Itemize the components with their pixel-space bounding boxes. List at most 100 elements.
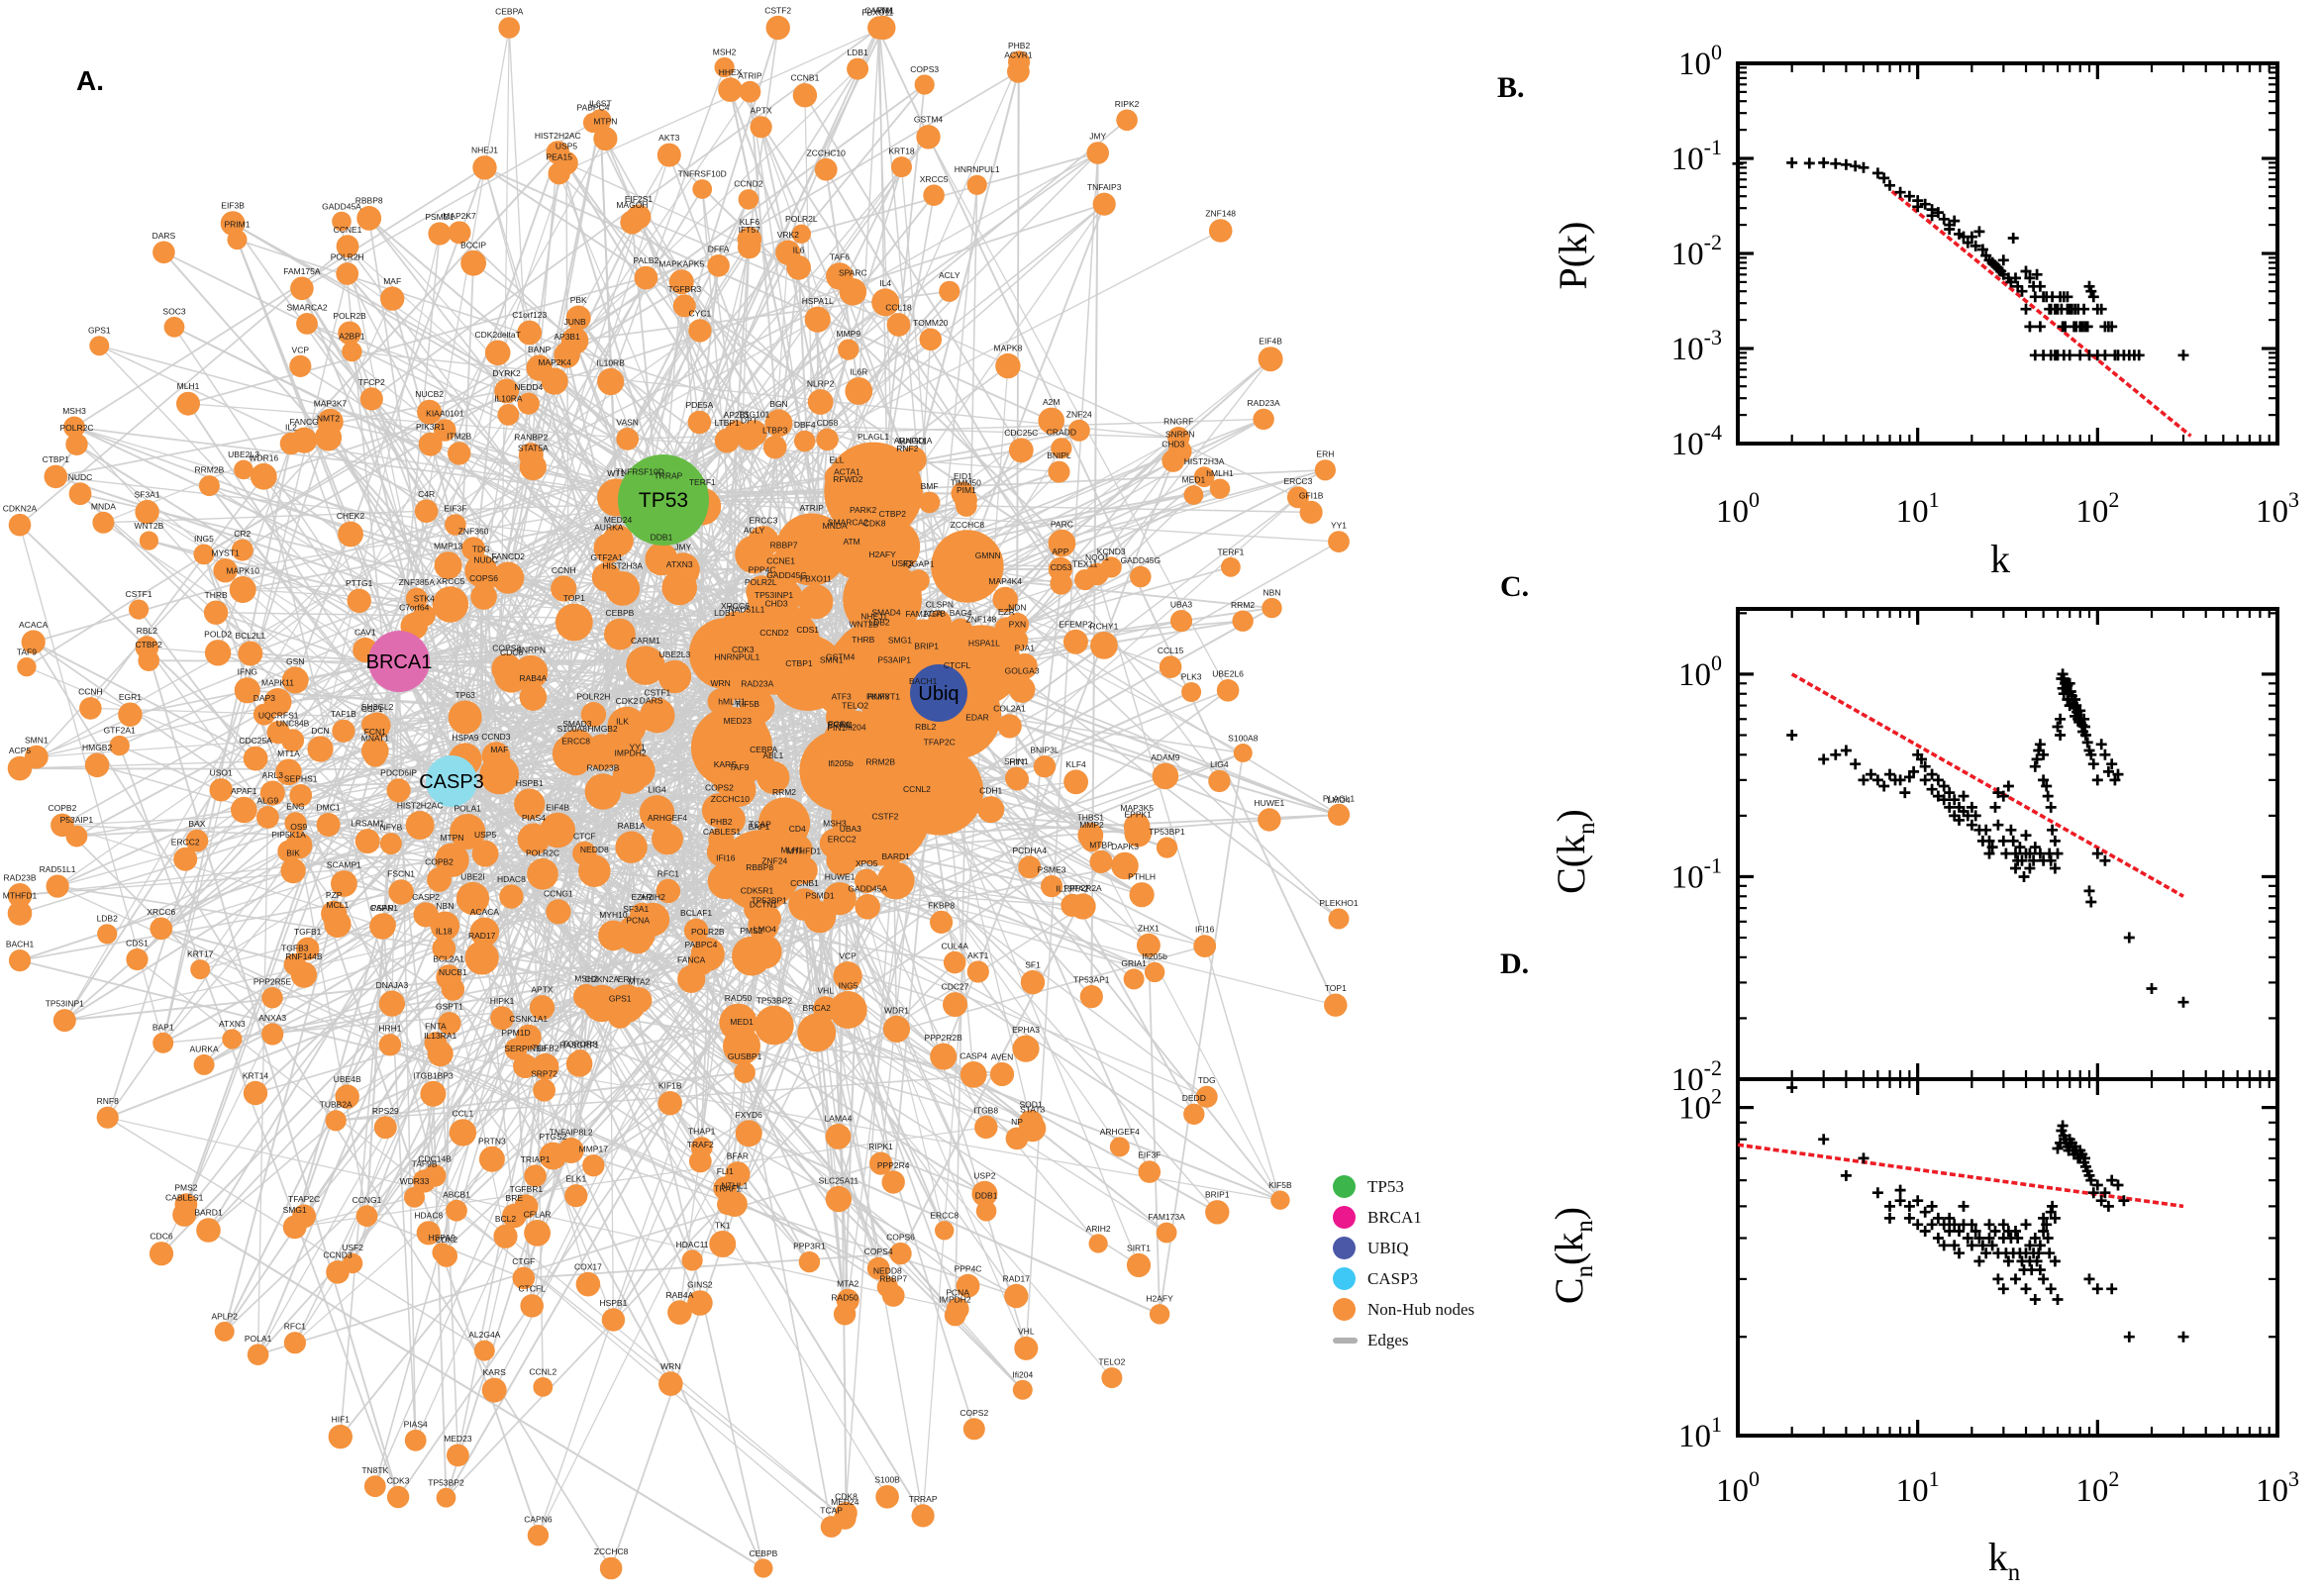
network-node: [455, 881, 490, 916]
edge: [382, 925, 391, 1046]
edge: [543, 1089, 764, 1569]
network-node: [746, 575, 778, 608]
network-node: [994, 617, 1019, 641]
edge: [294, 1126, 986, 1228]
edge: [254, 838, 535, 1094]
panel-b-ylabel: P(k): [1551, 222, 1595, 290]
edge: [508, 27, 532, 455]
network-node: [540, 812, 575, 848]
network-node: [745, 872, 775, 903]
network-node: [760, 638, 787, 664]
plot-box: [1736, 61, 2279, 446]
edge: [444, 429, 761, 602]
edge: [398, 162, 567, 662]
edge: [89, 475, 264, 709]
edge: [73, 426, 664, 501]
legend-label: BRCA1: [1367, 1207, 1422, 1227]
edge: [367, 217, 619, 542]
edge: [63, 714, 265, 1022]
edge: [884, 835, 1034, 983]
network-node: [677, 964, 706, 994]
y-tick-label: 102: [1678, 1084, 1722, 1127]
network-node: [1062, 629, 1088, 654]
network-node: [1063, 769, 1088, 795]
edge: [391, 1003, 417, 1441]
network-legend: TP53 BRCA1 UBIQ CASP3 Non-Hub nodes Edges: [1333, 1171, 1474, 1355]
y-tick-label: 100: [1678, 40, 1722, 82]
edge: [351, 350, 453, 782]
x-tick-label: 103: [2256, 487, 2299, 530]
network-node: [656, 878, 681, 904]
network-node: [388, 879, 414, 905]
network-node: [909, 732, 943, 765]
network-node: [529, 995, 556, 1021]
network-node: [573, 983, 599, 1010]
network-node: [289, 784, 313, 807]
network-node: [524, 1220, 551, 1247]
edge: [444, 138, 606, 431]
network-node: [615, 831, 648, 863]
scatter-points: [1786, 668, 2189, 1008]
network-node: [560, 327, 589, 354]
edge: [337, 923, 888, 1288]
network-node: [338, 521, 363, 548]
network-node: [460, 249, 486, 276]
network-node: [837, 484, 859, 508]
network-node: [464, 941, 499, 975]
edge: [294, 925, 764, 1344]
plus-markers: [1786, 668, 2189, 1008]
edge: [426, 510, 1208, 1098]
edge: [1096, 573, 1281, 1201]
y-tick-label: 10-1: [1671, 135, 1722, 177]
edge: [55, 475, 619, 542]
edge: [1159, 752, 1245, 1315]
network-node: [740, 689, 775, 725]
node-swatch-icon: [1333, 1267, 1356, 1290]
network-node: [378, 990, 405, 1017]
network-node: [626, 987, 653, 1014]
edge: [619, 1015, 968, 1287]
network-node: [209, 778, 233, 802]
scatter-points: [1786, 1082, 2189, 1343]
plus-markers: [1732, 156, 2189, 361]
legend-label: Edges: [1367, 1330, 1409, 1349]
network-node: [930, 910, 954, 935]
panel-d-xlabel: kn: [1988, 1535, 2021, 1586]
edge: [33, 641, 427, 916]
edge: [424, 1180, 833, 1528]
edge: [779, 166, 903, 583]
network-node: [291, 427, 318, 453]
edge: [103, 522, 753, 957]
edge: [852, 151, 1099, 293]
network-node: [584, 773, 622, 810]
edge: [565, 162, 572, 1151]
edge: [263, 203, 1105, 478]
edge: [203, 70, 1019, 555]
edge: [98, 345, 400, 662]
network-node: [855, 894, 880, 920]
network-node: [757, 760, 790, 794]
panel-b-plot: 100 10-1 10-2 10-3 10-4 100 101 102 103 k P(k): [1551, 40, 2299, 581]
edge: [530, 291, 854, 456]
edge: [26, 276, 647, 668]
network-node: [445, 514, 466, 536]
ppi-network: TP53BRCA1UbiqCASP3TCAPIfi204H2AFYZCCHC8C…: [3, 5, 1359, 1580]
edge: [757, 706, 987, 1212]
network-node: [960, 1061, 987, 1088]
edge: [203, 553, 252, 654]
network-node: [551, 575, 577, 602]
network-node: [951, 481, 975, 506]
network-node: [748, 935, 782, 969]
edge: [441, 950, 765, 1253]
edge: [99, 345, 703, 508]
edge: [576, 747, 764, 1569]
edge: [638, 216, 899, 326]
edge: [162, 251, 658, 814]
edge: [445, 961, 956, 1499]
panel-d-label: D.: [1500, 948, 1530, 980]
edge: [852, 291, 1220, 782]
node-swatch-icon: [1333, 1175, 1356, 1198]
legend-label: Non-Hub nodes: [1367, 1299, 1475, 1319]
y-tick-label: 10-2: [1671, 230, 1722, 272]
